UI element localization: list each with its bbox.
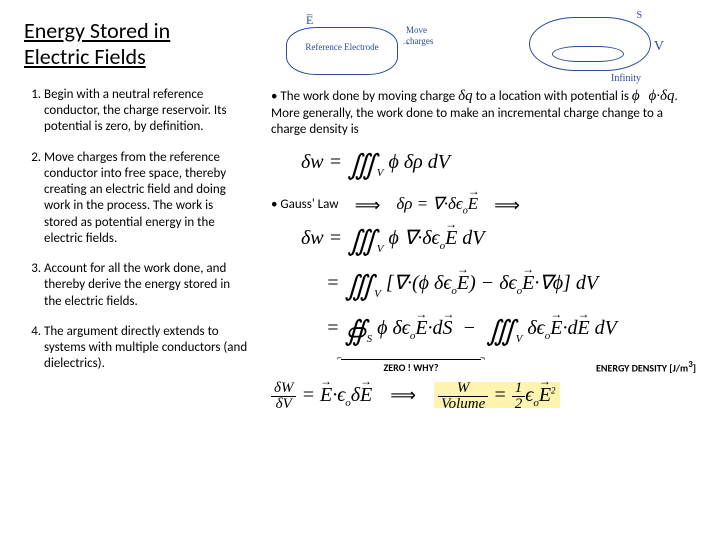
eq-line3: = ∭V [∇·(ϕ δϵoE) − δϵoE·∇ϕ] dV [326,269,696,304]
eq-line2: δw = ∭V ϕ ∇·δϵoE dV [301,224,696,259]
hand-sketch: Reference Electrode E̅ Move charges → S … [271,7,661,87]
bullet-gauss: Gauss' Law ⟹ δρ = ∇·δϵoE ⟹ [271,193,696,218]
sketch-reference-electrode: Reference Electrode [286,27,398,75]
steps-column: Begin with a neutral reference conductor… [24,87,249,422]
eq-line4: = ∯S ϕ δϵoE·dS − ∭V δϵoE·dE dV [326,314,696,349]
footer-labels: ⌐ ¬ ZERO ! WHY? ENERGY DENSITY [J/m3] [271,359,696,375]
label-zero: ZERO ! WHY? [341,362,481,375]
bullet-work-done: The work done by moving charge δq to a l… [271,87,696,138]
eq-final: δWδV = E·ϵoδE ⟹ WVolume = 12ϵoE2 [271,381,696,412]
eq-dw-integral: δw = ∭V ϕ δρ dV [301,148,696,183]
label-energy-density: ENERGY DENSITY [J/m3] [511,359,696,375]
sketch-infinity: Infinity [611,73,641,86]
sketch-move-label: Move charges [406,25,446,48]
step-1: Begin with a neutral reference conductor… [44,87,249,136]
sketch-volume: S V [529,17,651,71]
sketch-E-label: E̅ [306,13,313,28]
content-column: Reference Electrode E̅ Move charges → S … [271,87,696,422]
step-3: Account for all the work done, and there… [44,261,249,310]
step-2: Move charges from the reference conducto… [44,150,249,248]
step-4: The argument directly extends to systems… [44,324,249,373]
